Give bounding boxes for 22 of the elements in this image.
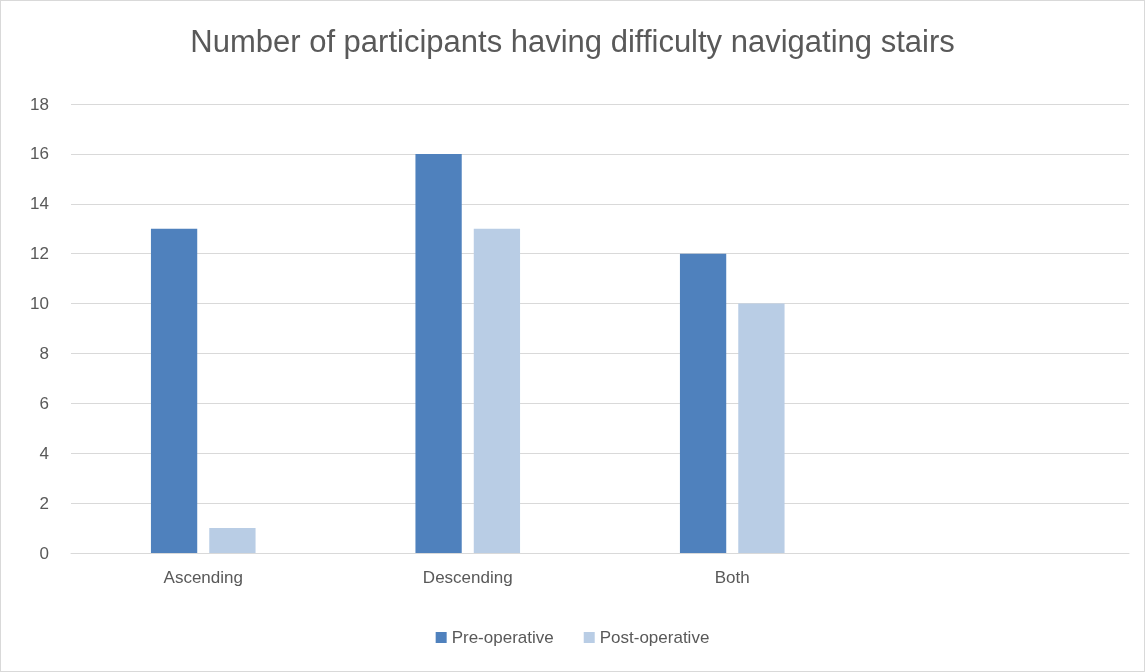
y-tick-label: 12 bbox=[30, 244, 49, 264]
y-tick-label: 8 bbox=[39, 343, 49, 363]
y-tick-label: 10 bbox=[30, 294, 49, 314]
bar bbox=[209, 528, 256, 553]
chart-title: Number of participants having difficulty navigating stairs bbox=[190, 24, 955, 59]
y-tick-label: 4 bbox=[39, 443, 49, 463]
legend-label: Post-operative bbox=[599, 628, 710, 647]
y-tick-label: 0 bbox=[39, 543, 49, 563]
y-tick-label: 18 bbox=[30, 94, 49, 114]
y-tick-label: 14 bbox=[30, 194, 49, 214]
bar bbox=[679, 253, 727, 553]
y-tick-label: 2 bbox=[39, 493, 49, 513]
bar bbox=[473, 228, 521, 553]
bar bbox=[415, 153, 462, 553]
x-tick-label: Descending bbox=[422, 568, 513, 587]
x-tick-label: Ascending bbox=[163, 568, 243, 587]
y-tick-label: 6 bbox=[39, 393, 49, 413]
legend-label: Pre-operative bbox=[451, 628, 554, 647]
bar bbox=[150, 228, 198, 553]
y-tick-label: 16 bbox=[30, 144, 49, 164]
x-tick-label: Both bbox=[714, 568, 750, 587]
bar bbox=[738, 303, 785, 553]
